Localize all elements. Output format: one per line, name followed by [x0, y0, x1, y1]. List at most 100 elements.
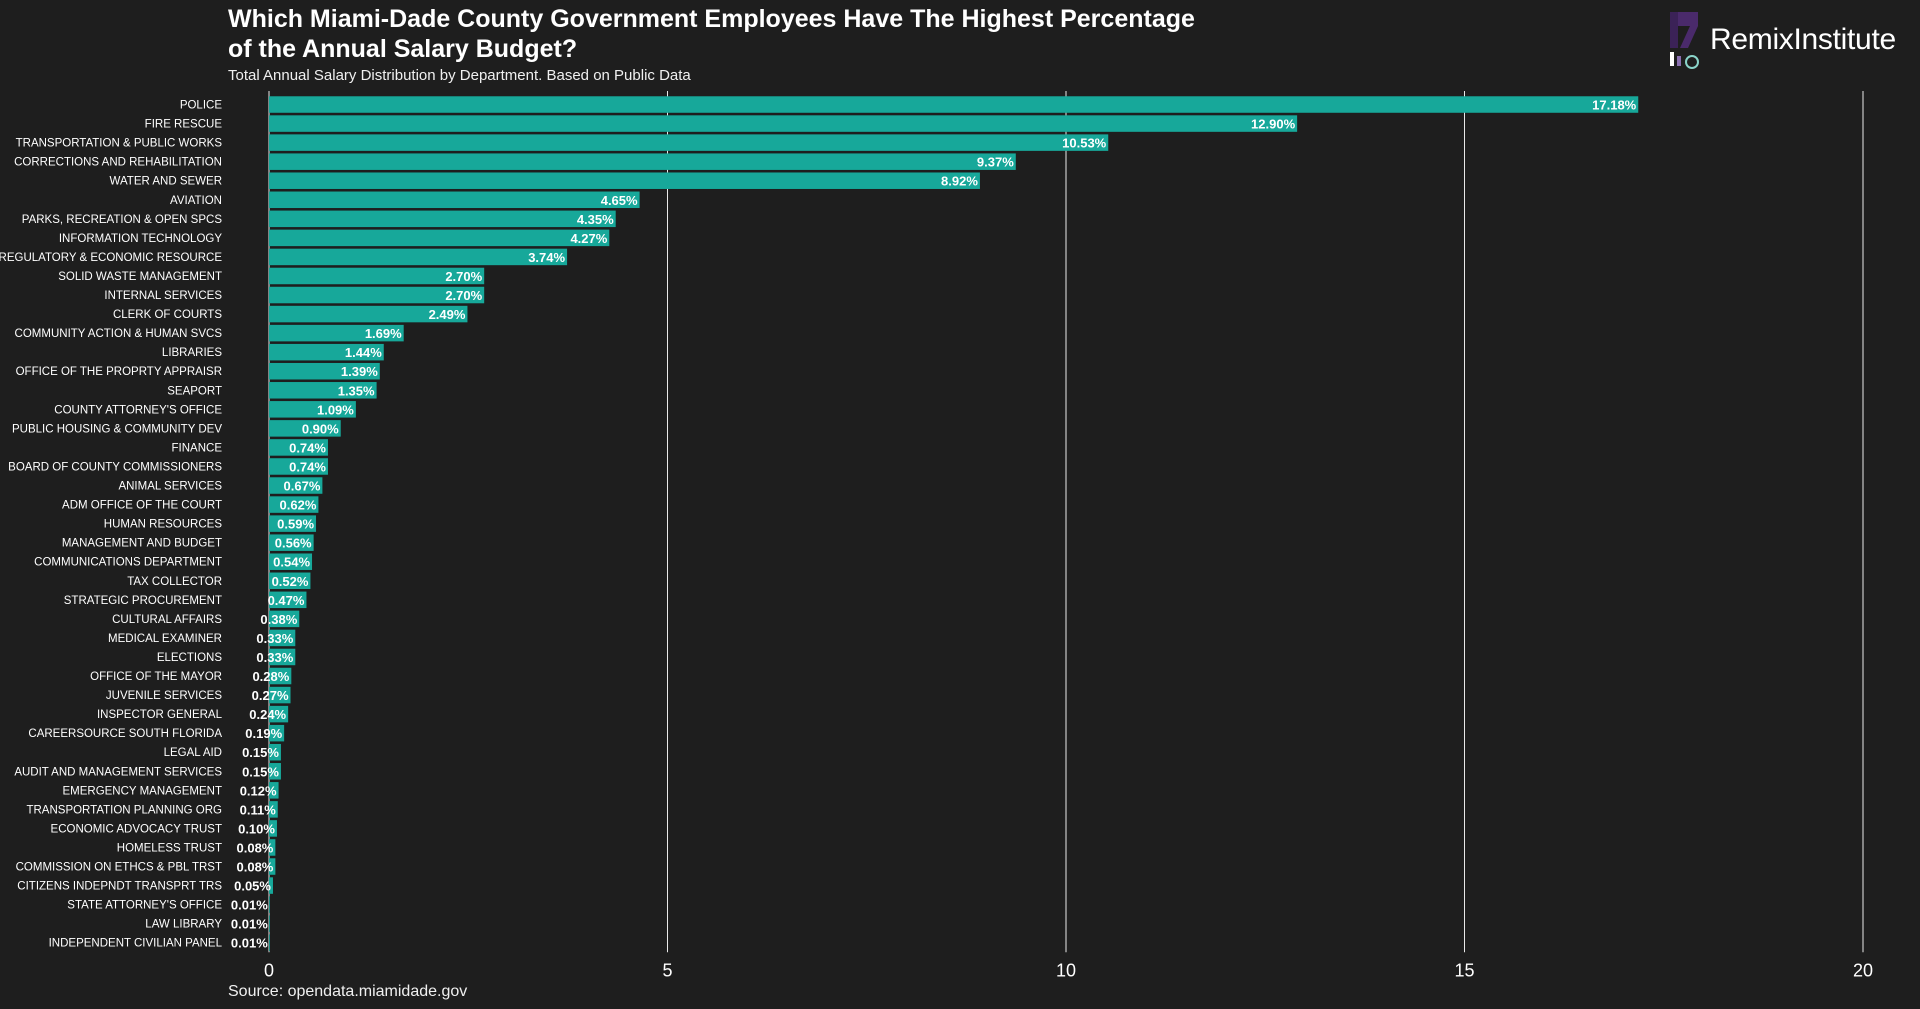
- data-label: 1.35%: [338, 383, 375, 398]
- category-label: FIRE RESCUE: [145, 119, 223, 131]
- category-label: SOLID WASTE MANAGEMENT: [58, 271, 222, 283]
- x-tick-label: 0: [264, 960, 274, 980]
- category-label: COUNTY ATTORNEY'S OFFICE: [54, 404, 222, 416]
- data-label: 0.01%: [231, 917, 268, 932]
- bar: [269, 515, 317, 532]
- category-label: ANIMAL SERVICES: [118, 481, 222, 493]
- category-label: ADM OFFICE OF THE COURT: [62, 500, 222, 512]
- category-label: MEDICAL EXAMINER: [108, 633, 222, 645]
- bar: [269, 134, 1109, 151]
- x-tick-label: 10: [1056, 960, 1076, 980]
- bar: [269, 362, 380, 380]
- source-caption: Source: opendata.miamidade.gov: [228, 983, 468, 1000]
- data-label: 1.39%: [341, 364, 378, 379]
- bar: [269, 229, 610, 247]
- bar: [269, 648, 296, 666]
- bar: [269, 591, 307, 609]
- data-label: 0.10%: [238, 821, 275, 836]
- bar: [269, 686, 291, 704]
- chart-subtitle: Total Annual Salary Distribution by Depa…: [228, 67, 691, 84]
- bar: [269, 496, 319, 513]
- bar: [269, 820, 277, 837]
- data-label: 8.92%: [941, 174, 978, 189]
- data-label: 0.05%: [234, 879, 271, 894]
- bar: [269, 667, 292, 685]
- data-label: 0.56%: [275, 536, 312, 551]
- bar: [269, 458, 328, 475]
- bar: [269, 782, 279, 799]
- category-label: JUVENILE SERVICES: [106, 690, 222, 702]
- data-label: 0.01%: [231, 936, 268, 951]
- category-label: HUMAN RESOURCES: [104, 519, 223, 531]
- data-label: 0.47%: [268, 593, 305, 608]
- category-labels: POLICE FIRE RESCUE TRANSPORTATION & PUBLIC…: [0, 100, 223, 950]
- bar: [269, 210, 616, 228]
- category-label: TRANSPORTATION PLANNING ORG: [26, 804, 222, 816]
- bar: [269, 324, 404, 342]
- category-label: REGULATORY & ECONOMIC RESOURCE: [0, 252, 222, 264]
- data-label: 0.27%: [252, 688, 289, 703]
- bar: [269, 915, 270, 932]
- title-block: Which Miami-Dade County Government Emplo…: [228, 4, 1195, 85]
- data-label: 4.35%: [577, 212, 614, 227]
- bar: [269, 382, 377, 399]
- bar: [269, 115, 1298, 132]
- category-label: COMMISSION ON ETHCS & PBL TRST: [16, 862, 222, 874]
- bar: [269, 286, 485, 304]
- category-label: AUDIT AND MANAGEMENT SERVICES: [14, 766, 222, 778]
- bar: [269, 420, 341, 437]
- category-label: EMERGENCY MANAGEMENT: [62, 785, 222, 797]
- category-label: HOMELESS TRUST: [117, 842, 222, 854]
- category-label: CITIZENS INDEPNDT TRANSPRT TRS: [17, 881, 222, 893]
- category-label: ECONOMIC ADVOCACY TRUST: [51, 823, 222, 835]
- data-label: 0.08%: [237, 840, 274, 855]
- category-label: STATE ATTORNEY'S OFFICE: [67, 900, 222, 912]
- category-label: COMMUNICATIONS DEPARTMENT: [34, 557, 222, 569]
- bar: [269, 743, 281, 761]
- category-label: POLICE: [180, 100, 223, 112]
- data-label: 0.19%: [245, 726, 282, 741]
- bar: [269, 305, 468, 323]
- category-label: LIBRARIES: [162, 347, 222, 359]
- category-label: SEAPORT: [167, 385, 222, 397]
- bar: [269, 401, 356, 418]
- category-label: INDEPENDENT CIVILIAN PANEL: [49, 938, 223, 950]
- data-label: 0.15%: [242, 764, 279, 779]
- category-label: INFORMATION TECHNOLOGY: [59, 233, 222, 245]
- category-label: TAX COLLECTOR: [127, 576, 222, 588]
- data-label: 0.11%: [240, 802, 277, 817]
- category-label: COMMUNITY ACTION & HUMAN SVCS: [15, 328, 223, 340]
- category-label: TRANSPORTATION & PUBLIC WORKS: [16, 138, 223, 150]
- category-label: AVIATION: [170, 195, 222, 207]
- category-label: PUBLIC HOUSING & COMMUNITY DEV: [12, 423, 222, 435]
- data-label: 0.52%: [272, 574, 309, 589]
- bar: [269, 172, 980, 189]
- x-tick-label: 5: [662, 960, 672, 980]
- category-label: INSPECTOR GENERAL: [97, 709, 223, 721]
- data-label: 0.90%: [302, 421, 339, 436]
- bar: [269, 534, 314, 551]
- category-label: CLERK OF COURTS: [113, 309, 222, 321]
- bar: [269, 572, 311, 590]
- bar: [269, 896, 270, 913]
- bar: [269, 858, 276, 875]
- data-label: 12.90%: [1251, 117, 1296, 132]
- category-label: OFFICE OF THE MAYOR: [90, 671, 222, 683]
- data-labels: 17.18% 12.90% 10.53% 9.37% 8.92% 4.65% 4.35% 4.…: [231, 98, 1637, 951]
- category-label: LEGAL AID: [164, 747, 222, 759]
- category-label: STRATEGIC PROCUREMENT: [64, 595, 222, 607]
- x-tick-label: 15: [1454, 960, 1474, 980]
- category-label: BOARD OF COUNTY COMMISSIONERS: [8, 461, 222, 473]
- x-tick-label: 20: [1853, 960, 1873, 980]
- bar: [269, 267, 485, 285]
- bar: [269, 191, 640, 209]
- bar: [269, 934, 270, 951]
- category-label: FINANCE: [172, 442, 223, 454]
- data-label: 1.09%: [317, 402, 354, 417]
- data-label: 17.18%: [1592, 98, 1637, 113]
- data-label: 0.74%: [289, 459, 326, 474]
- data-label: 10.53%: [1062, 136, 1107, 151]
- data-label: 0.74%: [289, 440, 326, 455]
- category-label: MANAGEMENT AND BUDGET: [62, 538, 222, 550]
